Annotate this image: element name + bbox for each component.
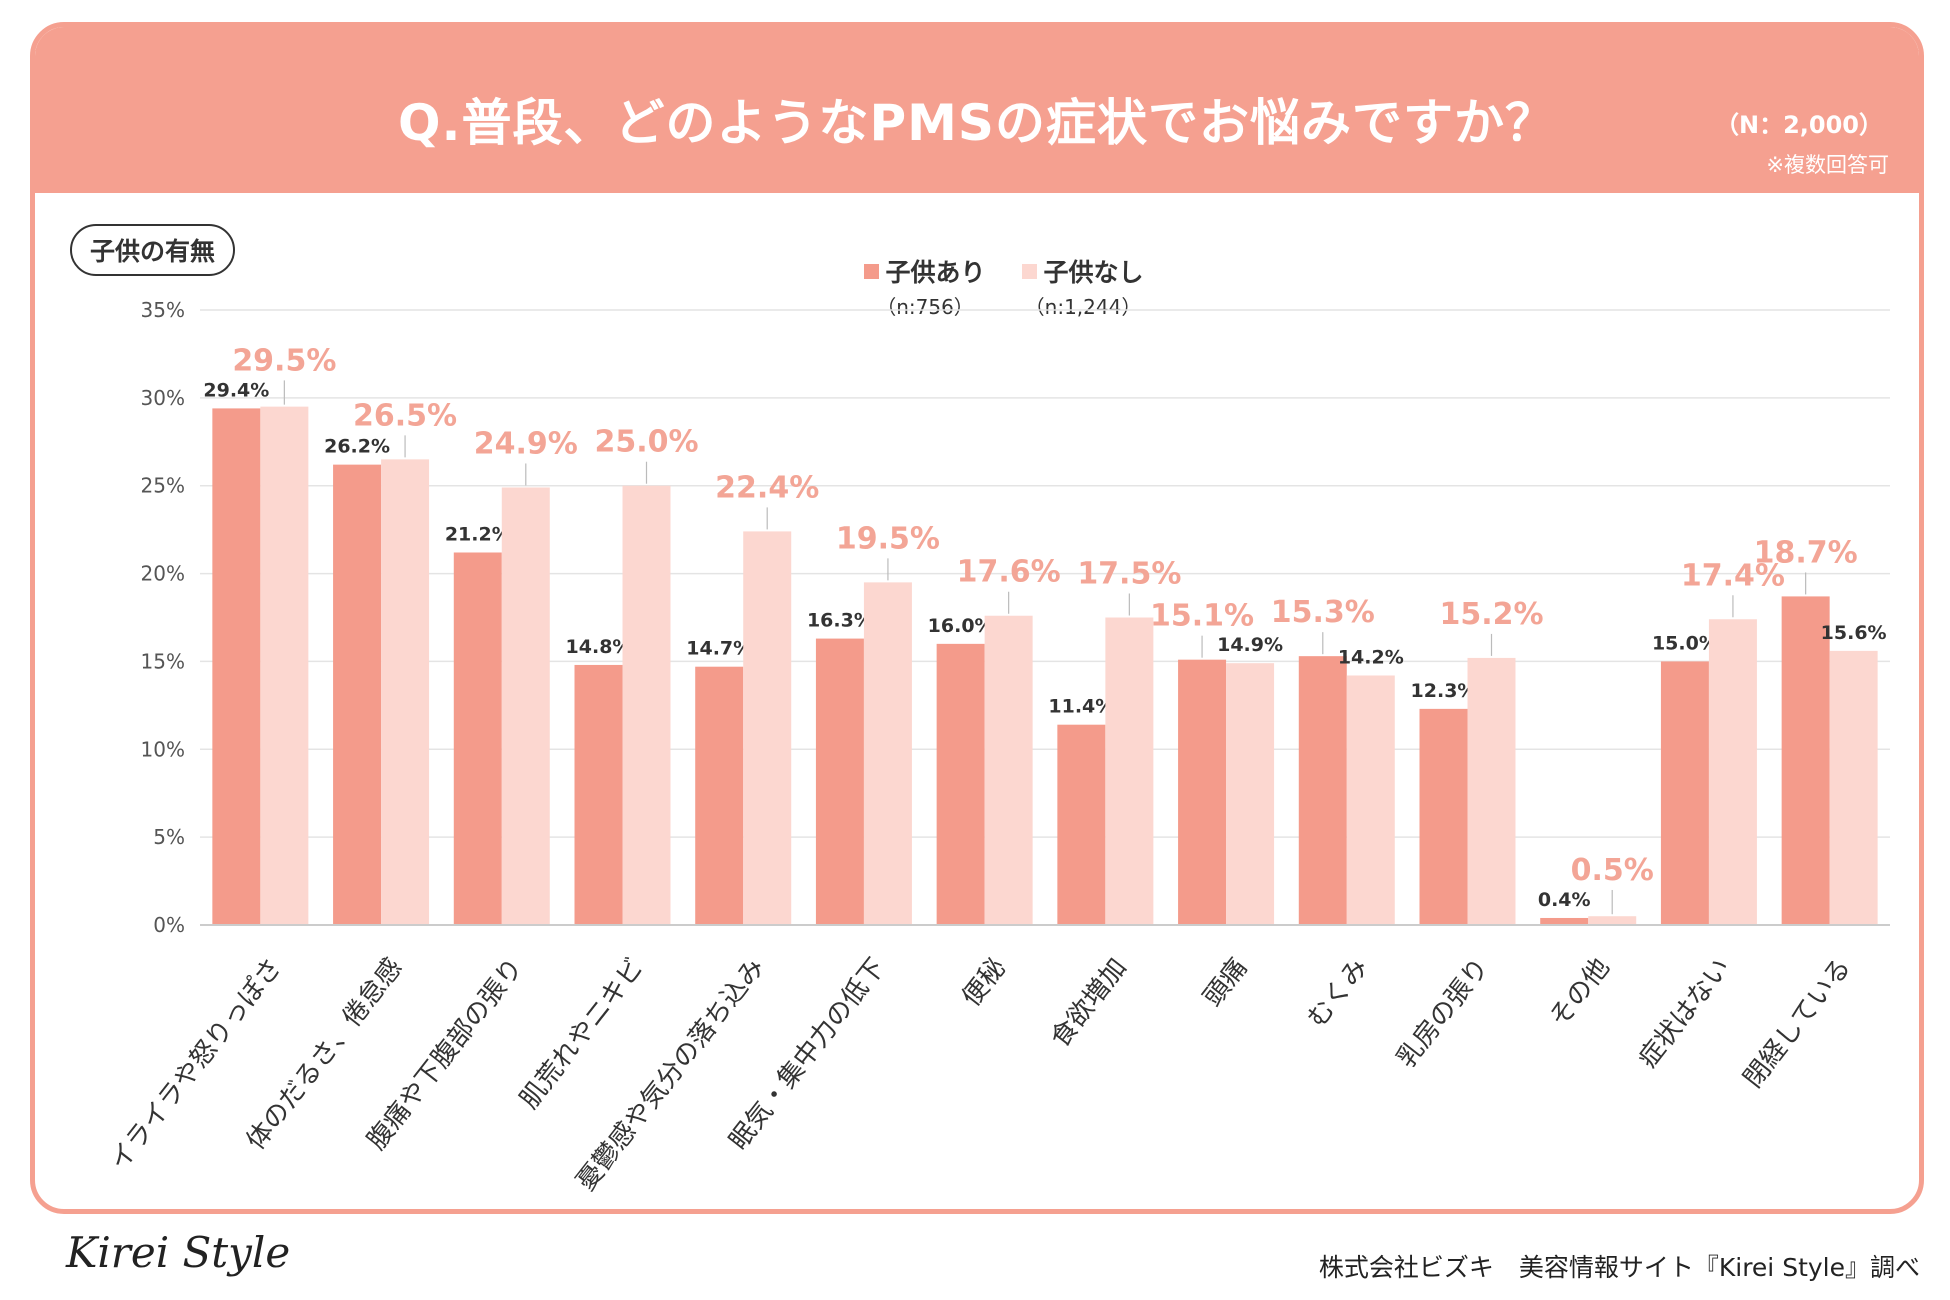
category-label: 症状はない [1633,953,1737,1074]
value-label-without-children: 25.0% [594,425,698,460]
value-label-with-children: 16.0% [928,615,994,637]
value-label-with-children: 14.7% [686,638,752,660]
category-label: 閉経している [1738,953,1857,1094]
value-label-with-children: 21.2% [445,523,511,545]
bar-without-children [984,615,1033,925]
category-label: 肌荒れやニキビ [514,953,650,1115]
y-tick-label: 10% [141,737,185,761]
survey-credit: 株式会社ビズキ 美容情報サイト『Kirei Style』調べ [1318,1253,1920,1282]
bar-with-children [453,552,502,925]
value-label-with-children: 16.3% [807,610,873,632]
bar-with-children [936,643,985,925]
value-label-with-children: 15.3% [1271,595,1375,630]
value-label-without-children: 17.4% [1681,558,1785,593]
category-label: むくみ [1302,953,1374,1034]
bar-without-children [1467,657,1516,925]
bar-with-children [1178,659,1227,925]
bar-without-children [1588,916,1637,925]
bar-without-children [622,485,671,925]
bar-with-children [212,408,261,925]
bar-with-children [1419,708,1468,925]
bar-without-children [743,531,792,925]
bar-with-children [333,464,382,925]
value-label-without-children: 17.6% [957,555,1061,590]
bar-without-children [1829,650,1878,925]
bar-without-children [1226,663,1275,925]
value-label-with-children: 26.2% [324,436,390,458]
value-label-without-children: 24.9% [474,426,578,461]
chart-title: Q.普段、どのようなPMSの症状でお悩みですか？ [398,94,1556,152]
bar-without-children [381,459,430,925]
y-tick-label: 0% [153,913,185,937]
category-label: 乳房の張り [1391,953,1495,1074]
bar-without-children [1346,675,1395,925]
value-label-with-children: 29.4% [203,379,269,401]
legend-item-without-children: 子供なし （n:1,244） [1003,253,1163,320]
value-label-without-children: 26.5% [353,398,457,433]
bar-with-children [1781,596,1830,925]
sample-size: （N：2,000） [1715,111,1883,139]
bar-with-children [1057,724,1106,925]
header-banner: Q.普段、どのようなPMSの症状でお悩みですか？ （N：2,000） ※複数回答… [35,27,1919,193]
value-label-with-children: 15.1% [1150,599,1254,634]
value-label-with-children: 18.7% [1754,535,1858,570]
y-tick-label: 15% [141,649,185,673]
bar-without-children [863,582,912,925]
value-label-with-children: 0.4% [1538,889,1591,911]
bar-without-children [260,406,309,926]
value-label-with-children: 11.4% [1048,696,1114,718]
value-label-with-children: 14.8% [566,636,632,658]
legend-label-with-children: 子供あり [885,258,986,287]
bar-with-children [1660,661,1709,925]
legend-n-without-children: （n:1,244） [1024,295,1142,319]
bar-without-children [501,487,550,925]
value-label-without-children: 14.9% [1217,634,1283,656]
value-label-without-children: 15.2% [1439,597,1543,632]
y-tick-label: 30% [141,386,185,410]
value-label-without-children: 14.2% [1338,646,1404,668]
legend-swatch-without-children [1022,264,1038,279]
bar-without-children [1105,617,1154,925]
value-label-without-children: 0.5% [1571,853,1654,888]
value-label-without-children: 15.6% [1821,622,1887,644]
multiple-answer-note: ※複数回答可 [1766,153,1889,177]
category-label: その他 [1544,953,1616,1033]
bar-with-children [574,664,623,925]
bar-with-children [1298,656,1347,925]
legend-n-with-children: （n:756） [876,295,974,319]
kirei-style-logo: Kirei Style [66,1228,291,1277]
value-label-without-children: 19.5% [836,521,940,556]
y-tick-label: 25% [141,474,185,498]
y-tick-label: 5% [153,825,185,849]
bar-with-children [695,666,744,925]
group-label-pill: 子供の有無 [70,224,236,276]
y-tick-label: 20% [141,562,185,586]
value-label-with-children: 15.0% [1652,632,1718,654]
value-label-without-children: 29.5% [232,343,336,378]
bar-without-children [1708,619,1757,925]
value-label-with-children: 12.3% [1411,680,1477,702]
bar-with-children [1540,917,1589,925]
value-label-without-children: 22.4% [715,470,819,505]
legend-label-without-children: 子供なし [1043,258,1144,287]
y-tick-label: 35% [141,298,185,322]
category-label: 便秘 [956,953,1012,1012]
category-label: 食欲増加 [1045,953,1133,1053]
category-label: 頭痛 [1198,953,1254,1012]
bar-with-children [815,638,864,925]
legend-item-with-children: 子供あり （n:756） [845,253,1005,320]
value-label-without-children: 17.5% [1077,557,1181,592]
legend-swatch-with-children [864,264,880,279]
